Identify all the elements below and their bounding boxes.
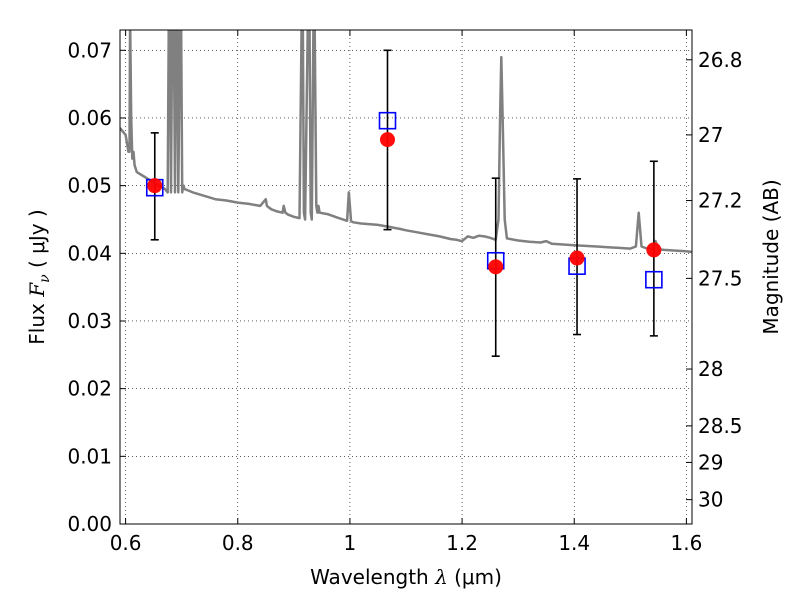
y-tick-label: 0.00 [67, 512, 112, 536]
x-tick-label: 1.2 [446, 531, 478, 555]
y2-tick-label: 27 [698, 123, 723, 147]
y-axis-label: Flux Fν ( μJy ) [25, 209, 53, 344]
y-tick-label: 0.07 [67, 38, 112, 62]
spectrum-layer [120, 30, 692, 254]
observed-point [488, 259, 504, 275]
x-tick-label: 0.6 [110, 531, 142, 555]
y2-tick-label: 27.5 [698, 266, 743, 290]
y2-tick-label: 29 [698, 450, 723, 474]
y-tick-label: 0.05 [67, 174, 112, 198]
spectrum-line [120, 30, 692, 254]
errorbar-layer [150, 49, 658, 357]
y-tick-label: 0.03 [67, 309, 112, 333]
observed-point [379, 132, 395, 148]
y-tick-label: 0.02 [67, 377, 112, 401]
x-tick-label: 1 [344, 531, 357, 555]
x-tick-label: 1.4 [558, 531, 590, 555]
model-square-marker [645, 270, 663, 289]
x-tick-label: 0.8 [222, 531, 254, 555]
model-square-marker [378, 111, 397, 130]
y2-tick-label: 27.2 [698, 189, 743, 213]
y2-tick-label: 26.8 [698, 48, 743, 72]
point-layer [145, 111, 663, 289]
observed-point [646, 242, 662, 258]
y-tick-label: 0.04 [67, 241, 112, 265]
observed-point [569, 250, 585, 266]
plot-frame [119, 29, 693, 525]
y2-tick-label: 28 [698, 357, 723, 381]
observed-point [147, 178, 163, 194]
x-tick-label: 1.6 [670, 531, 702, 555]
y2-tick-label: 30 [698, 488, 723, 512]
y2-axis-label: Magnitude (AB) [759, 179, 783, 334]
y-tick-label: 0.06 [67, 106, 112, 130]
tick-layer: 0.6 0.8 1 1.2 1.4 1.6 0.00 0.01 0.02 0.03 0.04 0.05… [67, 30, 743, 555]
y-tick-label: 0.01 [67, 444, 112, 468]
y2-tick-label: 28.5 [698, 414, 743, 438]
x-axis-label: Wavelength λ (μm) [310, 565, 502, 589]
grid [120, 30, 692, 525]
